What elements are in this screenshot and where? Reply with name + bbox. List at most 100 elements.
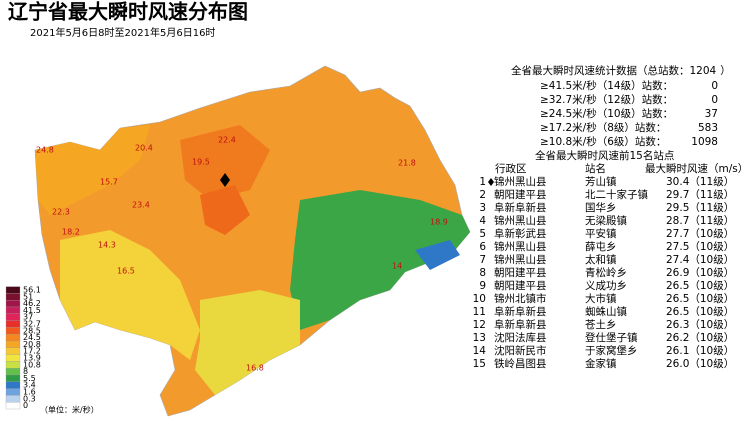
legend-label: 8	[23, 367, 28, 376]
table-cell: 薛屯乡	[585, 240, 617, 253]
table-header: 站名	[585, 162, 606, 175]
table-cell: 平安镇	[585, 227, 617, 240]
table-cell: 2	[479, 189, 486, 201]
station-label: 22.3	[52, 208, 70, 217]
table-cell: 登仕堡子镇	[585, 331, 638, 344]
table-cell: 锦州北镇市	[494, 292, 547, 305]
table-cell: 26.5（10级）	[666, 293, 734, 305]
station-label: 21.8	[398, 159, 416, 168]
table-cell: 6	[479, 241, 486, 253]
table-cell: 阜新彰武县	[494, 227, 547, 240]
table-cell: 青松岭乡	[585, 266, 627, 279]
table-cell: 蜘蛛山镇	[585, 305, 627, 318]
legend-label: 28.5	[23, 326, 41, 335]
stats-title-part: 全省最大瞬时风速统计数据（总站数：	[511, 64, 690, 77]
table-cell: 30.4（11级）	[666, 176, 734, 188]
table-cell: 26.1（10级）	[666, 345, 734, 357]
table-cell: 27.7（10级）	[666, 228, 734, 240]
table-cell: 苍土乡	[585, 318, 617, 331]
table-cell: 1	[479, 176, 486, 188]
table-cell: 铁岭昌图县	[494, 357, 547, 370]
table-cell: 朝阳建平县	[494, 188, 547, 201]
legend-label: 41.5	[23, 306, 41, 315]
legend-swatch	[5, 354, 21, 362]
legend-swatch	[5, 361, 21, 369]
legend-label: 13.9	[23, 354, 41, 363]
legend-swatch	[5, 340, 21, 348]
legend-swatch	[5, 306, 21, 314]
stats-count: 37	[705, 108, 718, 120]
legend-label: 37	[23, 313, 33, 322]
station-label: 16.5	[117, 267, 135, 276]
table-cell: 27.4（10级）	[666, 254, 734, 266]
stats-title: 全省最大瞬时风速统计数据（总站数：1204）	[511, 64, 731, 77]
legend-label: 0.3	[23, 394, 36, 403]
legend-label: 51	[23, 292, 33, 301]
station-label: 15.7	[100, 178, 118, 187]
station-label: 16.8	[246, 364, 264, 373]
legend-swatch	[5, 293, 21, 301]
table-cell: 国华乡	[585, 201, 617, 214]
table-cell: 14	[473, 345, 487, 357]
legend-label: 3.4	[23, 381, 36, 390]
legend-swatch	[5, 402, 21, 410]
station-label: 19.5	[192, 158, 210, 167]
legend-label: 1.6	[23, 388, 36, 397]
table-header: 行政区	[495, 162, 527, 175]
table-cell: 大市镇	[585, 292, 617, 305]
legend-label: 32.7	[23, 320, 41, 329]
table-cell: 太和镇	[585, 253, 617, 266]
table-cell: 26.3（10级）	[666, 319, 734, 331]
table-cell: 29.7（11级）	[666, 189, 734, 201]
table-cell: 北二十家子镇	[585, 188, 648, 201]
stats: 全省最大瞬时风速统计数据（总站数：1204 ） ≥41.5米/秒（14级）站数： 0 ≥…	[511, 64, 731, 148]
stats-label: ≥32.7米/秒（12级）站数：	[540, 93, 673, 106]
title: 辽宁省最大瞬时风速分布图	[8, 0, 248, 24]
legend-swatch	[5, 347, 21, 355]
table-cell: 12	[473, 319, 486, 331]
table-cell: 芳山镇	[585, 175, 617, 188]
legend-label: 20.8	[23, 340, 41, 349]
stats-count: 583	[698, 122, 718, 134]
legend-swatch	[5, 388, 21, 396]
station-label: 23.4	[132, 201, 150, 210]
station-label: 24.8	[36, 146, 54, 155]
station-label: 22.4	[218, 136, 236, 145]
subtitle: 2021年5月6日8时至2021年5月6日16时	[30, 26, 215, 39]
stats-count: 1098	[691, 136, 718, 148]
station-label: 14.3	[98, 241, 116, 250]
table-cell: 朝阳建平县	[494, 279, 547, 292]
table-cell: 11	[473, 306, 486, 318]
table-cell: 7	[479, 254, 486, 266]
table-cell: 9	[479, 280, 486, 292]
stats-title-part: 1204	[690, 65, 717, 77]
table-cell: 27.5（10级）	[666, 241, 734, 253]
station-label: 20.4	[135, 144, 153, 153]
table-cell: 沈阳新民市	[494, 344, 547, 357]
table-header: 最大瞬时风速（m/s）	[645, 162, 748, 175]
table-cell: 朝阳建平县	[494, 266, 547, 279]
table-cell: 沈阳法库县	[494, 331, 547, 344]
table-cell: 5	[479, 228, 486, 240]
table-cell: 阜新阜新县	[494, 318, 547, 331]
table-cell: 无梁殿镇	[585, 214, 627, 227]
stats-label: ≥24.5米/秒（10级）站数：	[540, 107, 673, 120]
legend-unit: （单位：米/秒）	[40, 405, 99, 415]
legend-swatch	[5, 286, 21, 294]
legend-swatch	[5, 320, 21, 328]
table-cell: 10	[473, 293, 486, 305]
legend-swatch	[5, 327, 21, 335]
table-cell: 8	[479, 267, 486, 279]
stats-label: ≥17.2米/秒（8级）站数：	[540, 121, 666, 134]
table-cell: 锦州黑山县	[494, 240, 547, 253]
legend-swatch	[5, 313, 21, 321]
table-cell: 26.9（10级）	[666, 267, 734, 279]
legend-label: 17.2	[23, 347, 41, 356]
legend-swatch	[5, 368, 21, 376]
table-title: 全省最大瞬时风速前15名站点	[535, 149, 674, 162]
legend-swatch	[5, 334, 21, 342]
table-cell: 15	[473, 358, 486, 370]
legend-swatch	[5, 381, 21, 389]
